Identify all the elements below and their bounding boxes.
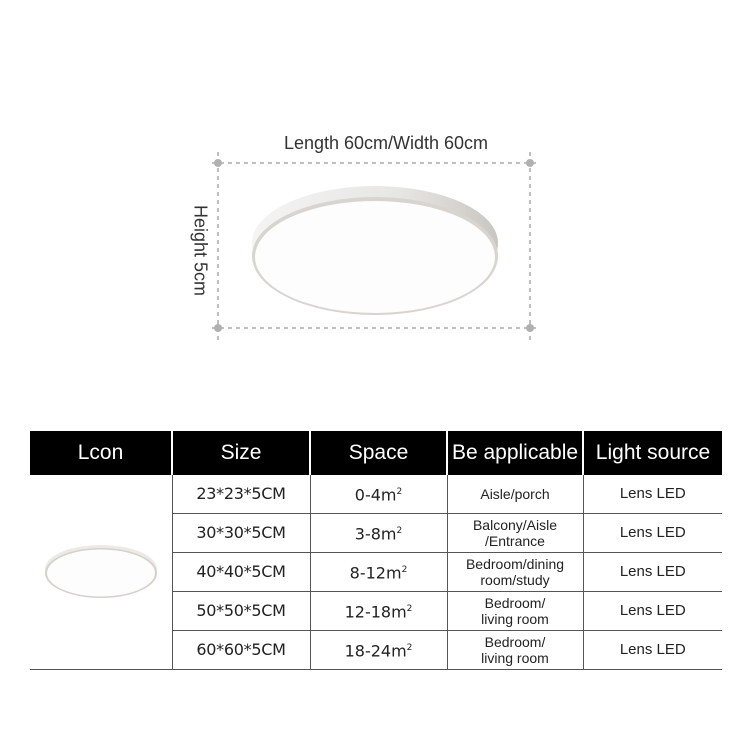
size-cell: 50*50*5CM [171,591,310,631]
space-cell: 18-24m2 [309,630,447,670]
header-size: Size [171,431,310,475]
dimension-markers [214,159,534,332]
header-icon: Lcon [30,431,172,475]
lamp-icon-cell [30,475,172,670]
light-source-cell: Lens LED [582,475,722,514]
applicable-cell: Balcony/Aisle/Entrance [446,513,583,553]
dimension-diagram [212,152,540,340]
table-row: 50*50*5CM 12-18m2 Bedroom/living room Le… [30,591,722,631]
table-header: Lcon Size Space Be applicable Light sour… [30,431,722,475]
applicable-cell: Bedroom/living room [446,630,583,670]
header-light-source: Light source [582,431,722,475]
size-cell: 40*40*5CM [171,552,310,592]
space-cell: 3-8m2 [309,513,447,553]
light-source-cell: Lens LED [582,552,722,592]
header-applicable: Be applicable [446,431,583,475]
spec-table: Lcon Size Space Be applicable Light sour… [30,431,722,670]
length-width-label: Length 60cm/Width 60cm [283,133,489,153]
applicable-cell: Bedroom/dining room/study [446,552,583,592]
applicable-cell: Aisle/porch [446,475,583,514]
height-label: Height 5cm [190,204,211,297]
table-row: 40*40*5CM 8-12m2 Bedroom/dining room/stud… [30,552,722,592]
ceiling-lamp-image [252,186,498,315]
space-cell: 0-4m2 [309,475,447,514]
table-row: 60*60*5CM 18-24m2 Bedroom/living room Le… [30,630,722,670]
applicable-cell: Bedroom/living room [446,591,583,631]
size-cell: 30*30*5CM [171,513,310,553]
space-cell: 12-18m2 [309,591,447,631]
light-source-cell: Lens LED [582,513,722,553]
table-row: 30*30*5CM 3-8m2 Balcony/Aisle/Entrance L… [30,513,722,553]
size-cell: 60*60*5CM [171,630,310,670]
light-source-cell: Lens LED [582,630,722,670]
lamp-icon [44,544,157,598]
table-row: 23*23*5CM 0-4m2 Aisle/porch Lens LED [30,475,722,670]
light-source-cell: Lens LED [582,591,722,631]
size-cell: 23*23*5CM [171,475,310,514]
space-cell: 8-12m2 [309,552,447,592]
header-space: Space [309,431,447,475]
dimension-lines [212,152,540,340]
